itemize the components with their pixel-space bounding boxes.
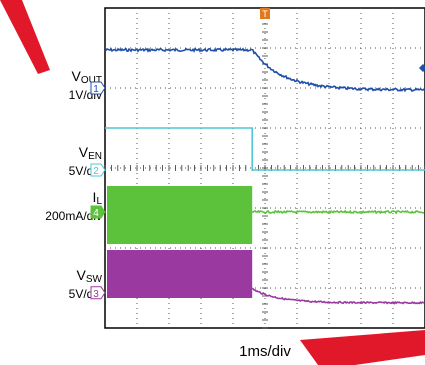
trace-il [251, 209, 425, 215]
channel-marker-id: 4 [93, 208, 99, 219]
trigger-level-marker [419, 64, 425, 72]
channel-marker-tag [90, 205, 106, 219]
channel-marker-3: 3 [90, 286, 106, 300]
channel-marker-tag [90, 163, 106, 177]
trigger-symbol: T [262, 9, 268, 19]
trigger-marker: T [260, 8, 425, 72]
channel-marker-id: 2 [93, 166, 99, 177]
trace-il-burst [107, 186, 253, 244]
trace-vout [104, 47, 425, 93]
trace-ven [105, 127, 425, 171]
channel-marker-id: 1 [93, 84, 99, 95]
watermark-right-stroke [300, 330, 425, 365]
channel-marker-id: 3 [93, 289, 99, 300]
trace-vsw [251, 287, 425, 305]
channel-marker-tag [90, 286, 106, 300]
time-scale-label: 1ms/div [239, 343, 291, 360]
channel-marker-1: 1 [90, 81, 106, 95]
channel-marker-2: 2 [90, 163, 106, 177]
channel-markers: 1 2 4 3 [90, 81, 106, 300]
watermark-left-stroke [0, 0, 50, 74]
channel-marker-4: 4 [90, 205, 106, 219]
label-il: IL 200mA/div [45, 189, 102, 223]
channel-marker-tag [90, 81, 106, 95]
trigger-tag [260, 8, 270, 19]
scope-traces [104, 47, 425, 305]
trace-vsw-burst [107, 250, 253, 298]
